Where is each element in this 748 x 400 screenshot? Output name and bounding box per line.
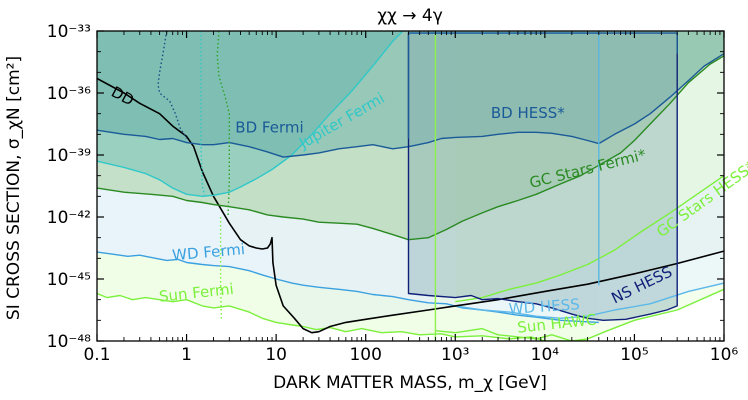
x-tick-label: 0.1 [83,345,110,365]
sun-fermi-curve [97,292,588,341]
x-tick-label: 1 [181,345,192,365]
bd-hess-box [407,32,678,139]
jupiter-fermi-curve [97,31,404,197]
x-tick-label: 10⁵ [620,345,648,365]
x-tick-label: 10⁴ [531,345,560,365]
bd-fermi-label: BD Fermi [235,118,303,136]
ns-hess-region [408,31,678,321]
y-tick-label: 10⁻⁴⁵ [47,270,91,290]
region-fills [97,31,724,341]
bd-hess-label: BD HESS* [491,104,565,122]
wd-fermi-curve [97,251,599,324]
ns-hess-curve [407,33,678,321]
chart-title: χχ → 4γ [377,6,443,26]
gc-stars-hess-curve [455,175,724,303]
limit-curves [97,31,724,341]
y-axis-label: SI CROSS SECTION, σ_χN [cm²] [4,56,24,320]
x-tick-label: 100 [349,345,381,365]
sun-hawc-curve [435,288,724,341]
axis-ticks: 0.1 1 10 100 10³ 10⁴ 10⁵ 10⁶ 10⁻⁴⁸ 10⁻⁴⁵ 10⁻⁴² 10⁻³… [47,22,739,365]
y-tick-label: 10⁻³⁶ [47,84,91,104]
y-tick-label: 10⁻³³ [47,22,91,42]
y-tick-label: 10⁻³⁹ [47,146,91,166]
bd-fermi-region [97,31,724,158]
unnamed-14-curve [219,217,223,321]
wd-hess-label: WD HESS [508,295,580,318]
x-tick-label: 10³ [441,345,469,365]
unnamed-12-curve [200,31,206,197]
wd-hess-curve [455,282,724,319]
unnamed-13-curve [216,31,230,218]
jupiter-fermi-region [97,31,403,197]
dd-curve [97,77,724,334]
x-tick-label: 10⁶ [710,345,739,365]
plot-frame [96,30,725,342]
x-axis-label: DARK MATTER MASS, m_χ [GeV] [273,373,547,393]
y-tick-label: 10⁻⁴² [47,208,91,228]
x-tick-label: 10 [265,345,287,365]
y-tick-label: 10⁻⁴⁸ [47,332,91,352]
